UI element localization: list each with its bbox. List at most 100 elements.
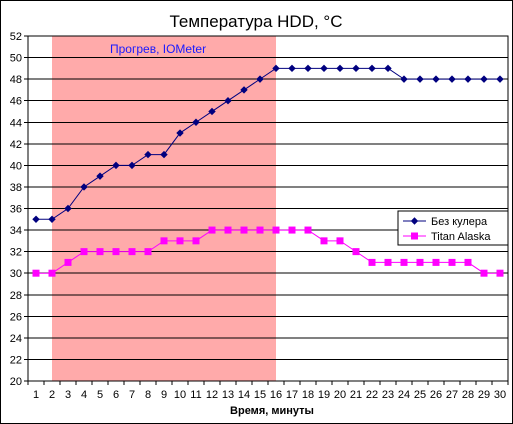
data-point	[112, 161, 120, 170]
x-tick-label: 20	[334, 389, 346, 401]
data-point	[400, 75, 408, 83]
data-point	[480, 75, 488, 83]
x-tick-label: 3	[65, 389, 71, 401]
x-tick-label: 4	[81, 389, 87, 401]
x-tick-label: 19	[318, 389, 330, 401]
data-point	[368, 64, 376, 73]
legend-label: Titan Alaska	[431, 231, 491, 243]
data-point	[160, 150, 168, 159]
data-point	[416, 258, 424, 266]
legend-item: Titan Alaska	[403, 231, 491, 243]
data-point	[128, 248, 136, 256]
data-point	[96, 172, 104, 180]
data-point	[32, 269, 40, 277]
x-tick-label: 22	[366, 389, 378, 401]
data-point	[256, 226, 264, 234]
x-tick-label: 2	[49, 389, 55, 401]
data-point	[288, 226, 296, 234]
data-point	[272, 226, 280, 234]
y-tick-label: 34	[10, 225, 22, 237]
x-tick-label: 16	[270, 389, 282, 401]
data-point	[304, 226, 312, 234]
annotation-label: Прогрев, IOMeter	[110, 42, 206, 56]
x-tick-label: 27	[446, 389, 458, 401]
data-point	[448, 258, 456, 266]
data-point	[384, 258, 392, 266]
data-point	[496, 75, 504, 83]
data-point	[352, 64, 360, 73]
y-tick-label: 50	[10, 53, 22, 65]
y-tick-label: 20	[10, 376, 22, 388]
y-tick-label: 44	[10, 117, 22, 129]
y-tick-label: 36	[10, 204, 22, 216]
x-tick-label: 23	[382, 389, 394, 401]
x-tick-label: 17	[286, 389, 298, 401]
x-tick-label: 1	[33, 389, 39, 401]
data-point	[48, 215, 56, 223]
y-tick-label: 32	[10, 247, 22, 259]
y-tick-label: 40	[10, 160, 22, 172]
data-point	[288, 64, 296, 73]
data-point	[416, 75, 424, 83]
data-point	[336, 237, 344, 245]
data-point	[64, 258, 72, 266]
x-tick-label: 14	[238, 389, 250, 401]
x-tick-label: 10	[174, 389, 186, 401]
x-tick-label: 6	[113, 389, 119, 401]
series-2	[32, 226, 504, 277]
data-point	[208, 226, 216, 234]
data-point	[64, 204, 72, 213]
data-point	[240, 86, 248, 94]
x-tick-label: 24	[398, 389, 410, 401]
x-tick-label: 9	[161, 389, 167, 401]
x-tick-label: 29	[478, 389, 490, 401]
data-point	[480, 269, 488, 277]
data-point	[176, 129, 184, 137]
data-point	[272, 64, 280, 73]
data-point	[192, 118, 200, 126]
data-point	[464, 258, 472, 266]
y-tick-label: 48	[10, 74, 22, 86]
data-point	[176, 237, 184, 245]
legend-marker	[410, 217, 419, 225]
x-tick-label: 12	[206, 389, 218, 401]
legend-item: Без кулера	[403, 216, 488, 228]
x-tick-label: 26	[430, 389, 442, 401]
x-tick-label: 18	[302, 389, 314, 401]
data-point	[144, 150, 152, 159]
data-point	[224, 226, 232, 234]
y-tick-label: 42	[10, 139, 22, 151]
x-axis-title: Время, минуты	[230, 405, 314, 417]
data-point	[224, 96, 232, 105]
x-tick-label: 30	[494, 389, 506, 401]
legend: Без кулера Titan Alaska	[397, 210, 509, 246]
data-point	[112, 248, 120, 256]
data-point	[80, 183, 88, 191]
data-point	[80, 248, 88, 256]
data-point	[336, 64, 344, 73]
data-point	[32, 215, 40, 223]
data-point	[304, 64, 312, 73]
data-point	[352, 248, 360, 256]
x-tick-label: 5	[97, 389, 103, 401]
data-point	[192, 237, 200, 245]
data-point	[320, 237, 328, 245]
data-point	[96, 248, 104, 256]
data-point	[384, 64, 392, 73]
y-tick-label: 38	[10, 182, 22, 194]
x-tick-label: 21	[350, 389, 362, 401]
y-tick-label: 28	[10, 290, 22, 302]
x-tick-label: 11	[190, 389, 201, 401]
x-tick-label: 28	[462, 389, 474, 401]
y-tick-label: 26	[10, 311, 22, 323]
legend-marker	[411, 232, 418, 240]
x-tick-label: 13	[222, 389, 234, 401]
series-layer	[32, 64, 504, 277]
chart-title: Температура HDD, °C	[169, 12, 342, 31]
data-point	[432, 258, 440, 266]
data-point	[256, 75, 264, 83]
x-tick-label: 15	[254, 389, 266, 401]
series-1	[32, 64, 504, 223]
